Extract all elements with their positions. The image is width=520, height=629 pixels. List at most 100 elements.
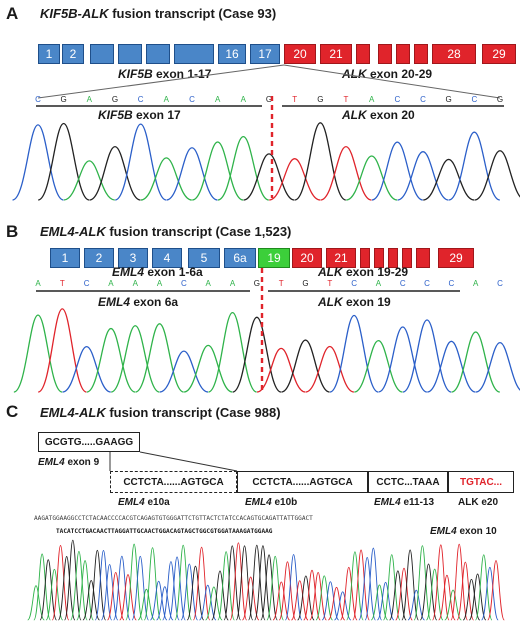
panel-b-trace-base-9: G — [254, 279, 260, 288]
panel-b-exon-10 — [374, 248, 384, 268]
panel-c-trace-peak-44 — [297, 575, 315, 621]
panel-c-trace-peak-71 — [462, 578, 481, 621]
panel-a-trace-peak-7 — [191, 141, 244, 201]
panel-a-exon-7: 17 — [250, 44, 280, 64]
panel-c-trace-peak-49 — [327, 586, 346, 621]
panel-c-trace-peak-15 — [119, 574, 137, 621]
panel-a-title-rest: fusion transcript (Case 93) — [108, 6, 277, 21]
panel-a-trace-base-1: G — [61, 95, 67, 104]
panel-c-trace-peak-59 — [389, 570, 407, 621]
panel-b-trace-peak-4 — [110, 325, 160, 393]
panel-a-exon-4 — [146, 44, 170, 64]
panel-a-trace-base-2: A — [87, 95, 93, 104]
panel-c-zoom-line-right — [139, 451, 238, 472]
panel-a-trace-peak-1 — [37, 122, 90, 201]
panel-b-exon-11 — [388, 248, 398, 268]
panel-c-trace-peak-22 — [162, 561, 180, 621]
panel-c-trace-peak-16 — [125, 543, 143, 621]
panel-c-e11-13-sequence: CCTC...TAAA — [368, 471, 448, 493]
panel-c-trace-peak-39 — [266, 555, 284, 621]
panel-c-trace-peak-14 — [113, 555, 131, 621]
panel-c-trace-peak-4 — [51, 544, 70, 621]
panel-a-junction-right-label: ALK exon 20 — [342, 108, 415, 122]
panel-c-trace-peak-29 — [205, 586, 223, 621]
panel-a-trace-base-3: G — [112, 95, 118, 104]
panel-c-trace-peak-6 — [64, 539, 82, 621]
panel-b-exon-14: 29 — [438, 248, 474, 268]
panel-b-trace-base-6: C — [181, 279, 187, 288]
panel-b-trace-peak-12 — [305, 345, 355, 393]
panel-b-alk-exon-label: ALK exon 19-29 — [318, 265, 409, 279]
panel-b-trace-peak-10 — [256, 347, 306, 393]
panel-a-exon-8: 20 — [284, 44, 316, 64]
panel-a-zoom-line-left — [37, 64, 285, 99]
panel-c-trace-peak-9 — [82, 579, 100, 621]
panel-b-trace-peak-2 — [62, 345, 111, 393]
panel-a-kif5b-exon-label: KIF5B exon 1-17 — [118, 67, 212, 81]
panel-b-trace-base-10: T — [279, 279, 284, 288]
panel-a-trace-base-7: A — [215, 95, 221, 104]
panel-c-title-gene: EML4-ALK — [40, 405, 106, 420]
panel-a-trace-peak-12 — [320, 145, 372, 201]
panel-a-exon-11 — [378, 44, 392, 64]
panel-a-exon-9: 21 — [320, 44, 352, 64]
panel-c-trace-peak-54 — [358, 556, 376, 621]
panel-b-letter: B — [6, 222, 19, 241]
panel-b-trace-peak-11 — [281, 339, 330, 393]
panel-c-trace-peak-5 — [57, 556, 76, 621]
panel-a-trace-peak-9 — [243, 153, 295, 201]
panel-b-exon-7: 20 — [292, 248, 322, 268]
panel-c-trace-peak-19 — [143, 547, 162, 621]
panel-a-trace-base-10: T — [292, 95, 297, 104]
panel-a-trace-peak-13 — [346, 155, 398, 201]
panel-a-exon-0: 1 — [38, 44, 60, 64]
panel-c-exon10-label: EML4 exon 10 — [430, 526, 497, 537]
panel-c-trace-peak-37 — [254, 545, 272, 621]
panel-c-trace-peak-13 — [107, 571, 125, 621]
panel-a-trace-base-13: A — [369, 95, 375, 104]
panel-a-trace-peak-5 — [140, 157, 193, 201]
panel-c-trace-peak-52 — [346, 551, 364, 621]
panel-b-trace-peak-13 — [329, 314, 379, 393]
panel-c-trace-peak-42 — [284, 554, 303, 621]
panel-b-trace-base-14: A — [376, 279, 382, 288]
panel-c-trace-peak-70 — [456, 561, 475, 621]
panel-c-letter: C — [6, 402, 19, 421]
panel-a-trace-peak-10 — [268, 158, 321, 201]
panel-c-trace-peak-38 — [260, 554, 278, 621]
panel-a-exon-13 — [414, 44, 428, 64]
panel-a-trace-base-6: C — [189, 95, 195, 104]
panel-b-title: EML4-ALK fusion transcript (Case 1,523) — [40, 224, 291, 239]
panel-c-trace-peak-50 — [333, 591, 352, 621]
panel-b-trace-base-8: A — [230, 279, 236, 288]
panel-a-trace-base-4: C — [138, 95, 144, 104]
panel-b-junction-left-label: EML4 exon 6a — [98, 295, 179, 309]
panel-c-alk-e20-sequence: TGTAC... — [448, 471, 514, 493]
panel-c-e10b-label: EML4 e10b — [245, 497, 298, 508]
panel-b-trace-peak-6 — [159, 350, 209, 393]
panel-b-exon-6: 19 — [258, 248, 290, 268]
panel-c-trace-peak-0 — [27, 585, 45, 621]
panel-a-exon-5 — [174, 44, 214, 64]
panel-b-title-rest: fusion transcript (Case 1,523) — [105, 224, 292, 239]
panel-a-trace-peak-2 — [63, 160, 115, 201]
panel-c-trace-peak-20 — [149, 580, 168, 621]
panel-a-exon-6: 16 — [218, 44, 246, 64]
panel-a-trace-peak-6 — [166, 147, 218, 201]
panel-c-trace-peak-1 — [33, 553, 51, 621]
panel-a-trace-peak-15 — [397, 151, 449, 201]
panel-b-trace-base-3: A — [108, 279, 114, 288]
panel-a-trace-peak-16 — [423, 158, 475, 201]
panel-a-trace-base-14: C — [394, 95, 400, 104]
panel-c-trace-peak-60 — [395, 567, 413, 621]
panel-a-exon-1: 2 — [62, 44, 84, 64]
panel-c-trace-peak-61 — [401, 549, 419, 621]
panel-c-trace-peak-56 — [370, 584, 389, 621]
panel-b-trace-base-17: C — [448, 279, 454, 288]
panel-c-trace-peak-68 — [444, 589, 462, 621]
panel-c-trace-peak-35 — [241, 576, 260, 621]
panel-b-trace-base-1: T — [60, 279, 65, 288]
panel-a-exon-10 — [356, 44, 370, 64]
